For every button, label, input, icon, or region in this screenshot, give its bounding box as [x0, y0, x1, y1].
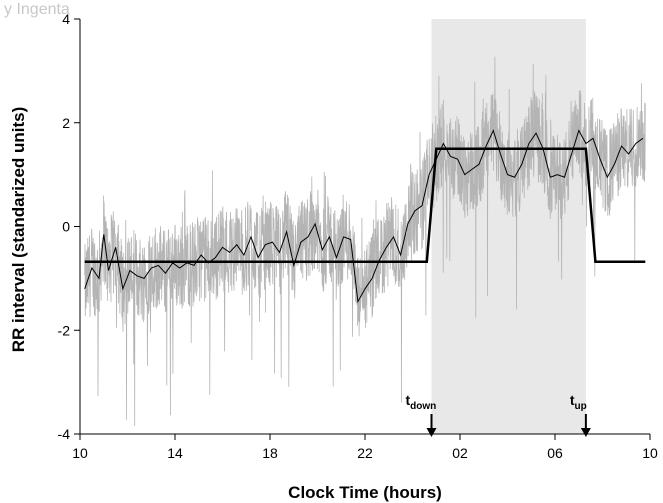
y-tick-label: -4: [58, 426, 71, 442]
y-tick-label: -2: [58, 322, 71, 338]
square-wave-fit-line: [84, 147, 646, 264]
x-axis-title: Clock Time (hours): [288, 483, 442, 502]
y-tick-label: 4: [62, 11, 70, 27]
x-ticks: 10 14 18 22 02 06 10: [72, 434, 658, 461]
y-tick-label: 0: [62, 219, 70, 235]
watermark-text: y Ingenta: [4, 1, 70, 18]
y-axis-title: RR interval (standarized units): [9, 107, 28, 353]
x-tick-label: 06: [547, 445, 563, 461]
annotation-down-arrow-head: [426, 428, 437, 437]
x-tick-label: 10: [72, 445, 88, 461]
hourly-mean-line: [84, 129, 644, 304]
x-tick-label: 02: [452, 445, 468, 461]
y-tick-label: 2: [62, 115, 70, 131]
x-tick-label: 10: [642, 445, 658, 461]
x-tick-label: 18: [262, 445, 278, 461]
y-ticks: -4 -2 0 2 4: [58, 11, 80, 442]
raw-signal-trace: [84, 56, 646, 426]
shaded-sleep-region: [431, 19, 586, 434]
x-tick-label: 22: [357, 445, 373, 461]
annotation-up-arrow-head: [580, 428, 591, 437]
raw-rr-signal: [84, 56, 646, 426]
x-tick-label: 14: [167, 445, 183, 461]
